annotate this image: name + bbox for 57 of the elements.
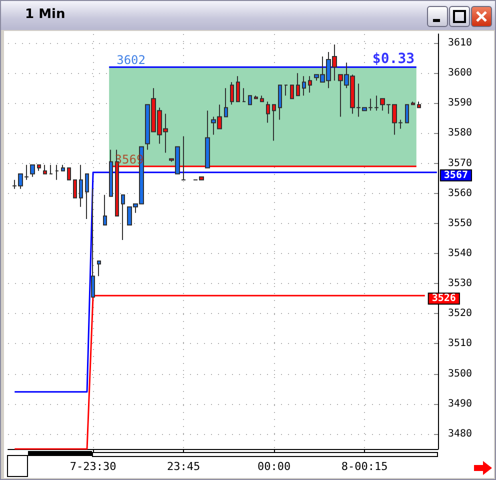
candlestick: [73, 179, 77, 198]
x-tick-label: 8-00:15: [341, 460, 388, 473]
candlestick: [266, 101, 270, 124]
candlestick: [290, 84, 294, 100]
candlestick: [417, 101, 421, 108]
data-label: 3526: [432, 293, 456, 304]
y-tick-label: 3610: [448, 38, 472, 49]
candlestick: [374, 95, 379, 112]
candlestick: [103, 194, 107, 226]
candlestick: [405, 104, 409, 124]
candlestick: [109, 149, 113, 197]
y-tick-label: 3530: [448, 278, 472, 290]
candlestick: [121, 194, 125, 240]
y-tick-label: 3600: [448, 68, 472, 79]
y-tick-label: 3480: [448, 428, 472, 440]
y-tick-label: 3560: [448, 188, 472, 199]
candlestick: [91, 188, 95, 298]
y-tick-label: 3570: [448, 158, 472, 169]
candlestick: [272, 104, 276, 142]
candlestick: [224, 88, 228, 118]
x-tick-label: 23:45: [166, 460, 200, 473]
x-tick-label: 7-23:30: [70, 460, 116, 473]
candlestick: [79, 164, 83, 208]
y-tick-label: 3540: [448, 248, 472, 260]
candlestick: [248, 95, 252, 106]
data-label: 3567: [444, 170, 468, 181]
candlestick: [260, 95, 264, 102]
candlestick: [181, 136, 186, 180]
y-tick-label: 3590: [448, 98, 472, 109]
y-tick-label: 3490: [448, 398, 472, 410]
y-tick-label: 3580: [448, 128, 472, 139]
y-tick-label: 3510: [448, 338, 472, 350]
candlestick: [43, 164, 47, 174]
candlestick: [302, 76, 306, 96]
candlestick: [30, 164, 35, 178]
candlestick: [278, 84, 282, 120]
y-tick-label: 3520: [448, 308, 472, 320]
candlestick: [61, 164, 65, 172]
candlestick: [296, 72, 300, 96]
candlestick: [55, 164, 59, 180]
candlestick: [49, 164, 53, 174]
y-tick-label: 3550: [448, 218, 472, 229]
candlestick: [236, 76, 240, 102]
candlestick: [85, 173, 89, 220]
candlestick: [284, 84, 288, 96]
annotation: $0.33: [372, 51, 415, 68]
x-tick-label: 00:00: [257, 460, 291, 473]
candlestick: [242, 88, 246, 102]
candlestick: [37, 164, 41, 172]
chart-title: 1 Min: [25, 7, 66, 22]
candlestick: [67, 167, 71, 180]
y-tick-label: 3500: [448, 368, 472, 380]
candlestick: [97, 260, 101, 277]
candlestick: [230, 82, 234, 106]
candlestick: [308, 76, 312, 94]
candlestick: [205, 110, 210, 168]
annotation: 3602: [116, 53, 146, 68]
